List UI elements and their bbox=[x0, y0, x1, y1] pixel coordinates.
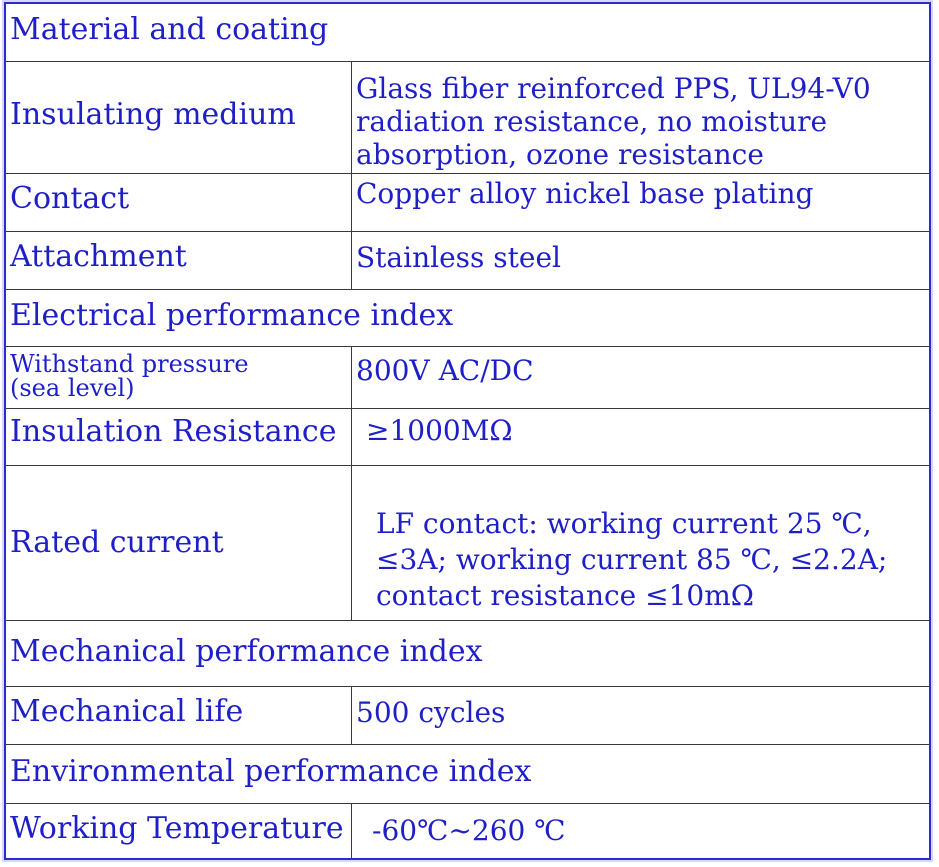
spec-table: Material and coating Insulating medium G… bbox=[4, 2, 931, 860]
section-header-material: Material and coating bbox=[6, 4, 929, 62]
row-label: Attachment bbox=[10, 239, 187, 274]
row-label: Working Temperature bbox=[10, 811, 344, 846]
table-row-mechanical-life: Mechanical life 500 cycles bbox=[6, 687, 929, 745]
section-header-mechanical: Mechanical performance index bbox=[6, 621, 929, 687]
section-title: Material and coating bbox=[10, 12, 329, 47]
section-title: Electrical performance index bbox=[10, 298, 454, 333]
row-value: 800V AC/DC bbox=[356, 354, 534, 387]
row-value: -60℃~260 ℃ bbox=[372, 814, 566, 847]
table-row-rated-current: Rated current LF contact: working curren… bbox=[6, 466, 929, 621]
table-row-contact: Contact Copper alloy nickel base plating bbox=[6, 174, 929, 232]
table-row-insulating-medium: Insulating medium Glass fiber reinforced… bbox=[6, 62, 929, 174]
row-label: Withstand pressure (sea level) bbox=[10, 350, 249, 402]
row-value: Glass fiber reinforced PPS, UL94-V0 radi… bbox=[356, 72, 871, 171]
table-row-withstand-pressure: Withstand pressure (sea level) 800V AC/D… bbox=[6, 347, 929, 409]
table-row-insulation-resistance: Insulation Resistance ≥1000MΩ bbox=[6, 409, 929, 466]
row-value: 500 cycles bbox=[356, 696, 506, 729]
row-label: Rated current bbox=[10, 525, 224, 560]
table-row-attachment: Attachment Stainless steel bbox=[6, 232, 929, 290]
section-title: Environmental performance index bbox=[10, 754, 532, 789]
section-header-environmental: Environmental performance index bbox=[6, 745, 929, 804]
section-title: Mechanical performance index bbox=[10, 634, 483, 669]
row-label: Mechanical life bbox=[10, 694, 244, 729]
row-value: LF contact: working current 25 ℃, ≤3A; w… bbox=[376, 507, 888, 612]
row-value: Copper alloy nickel base plating bbox=[356, 177, 814, 210]
section-header-electrical: Electrical performance index bbox=[6, 290, 929, 347]
row-value: ≥1000MΩ bbox=[366, 414, 513, 447]
row-value: Stainless steel bbox=[356, 241, 561, 274]
row-label: Insulation Resistance bbox=[10, 414, 337, 449]
row-label: Insulating medium bbox=[10, 97, 296, 132]
table-row-working-temperature: Working Temperature -60℃~260 ℃ bbox=[6, 804, 929, 858]
row-label: Contact bbox=[10, 181, 130, 216]
